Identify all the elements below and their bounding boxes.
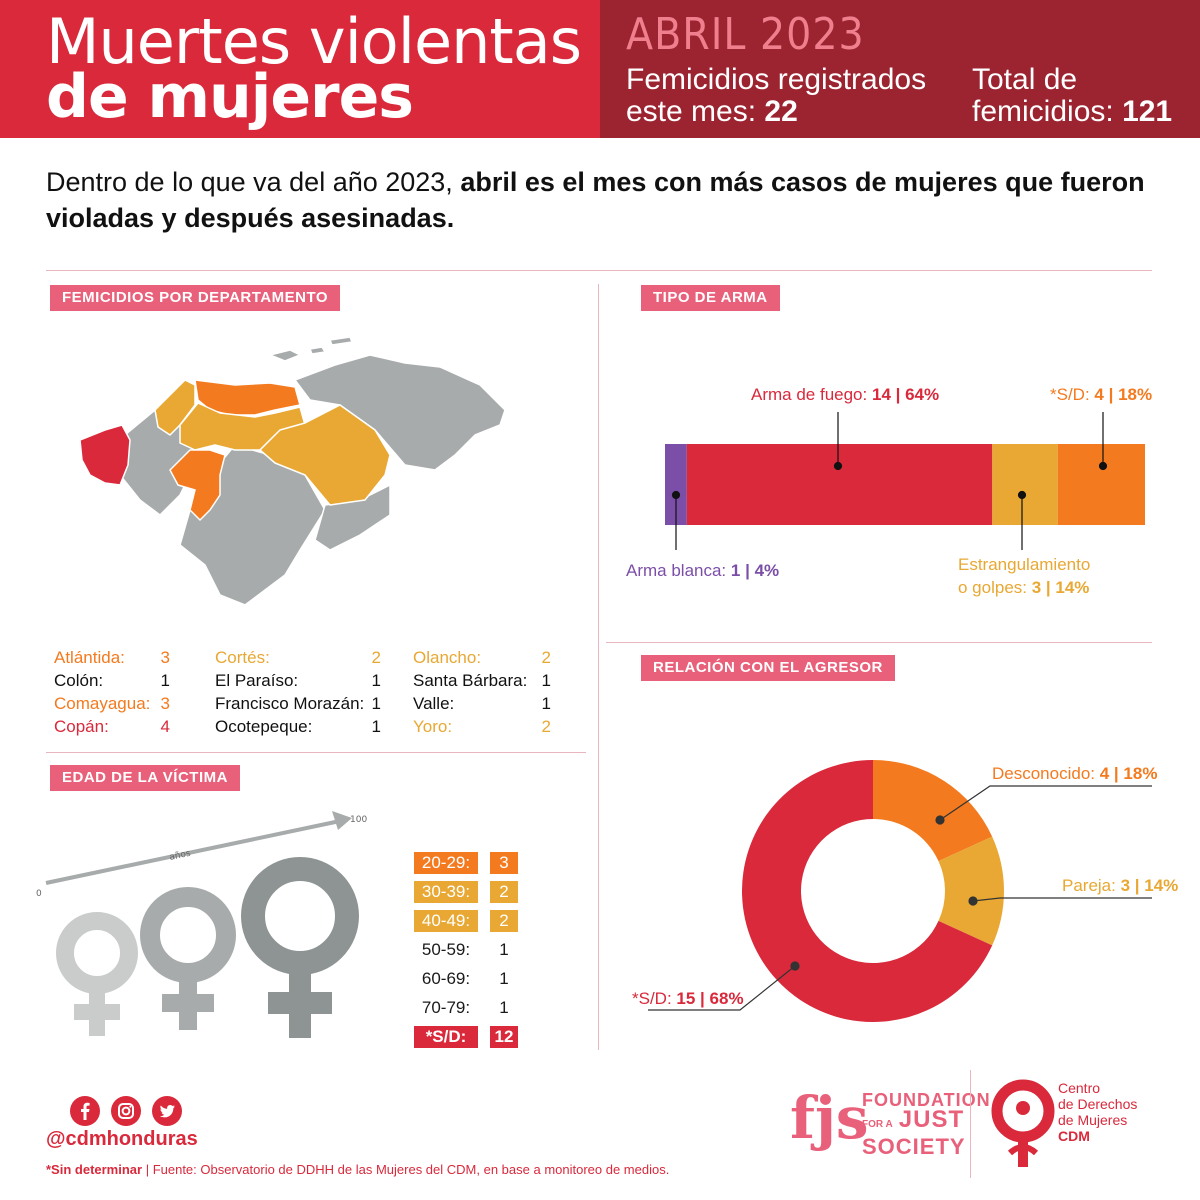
dept-row-valle: Valle: 1 xyxy=(413,694,551,713)
dept-row-yoro: Yoro: 2 xyxy=(413,717,551,736)
dept-row-olancho: Olancho: 2 xyxy=(413,648,551,667)
weapon-bar-segment-1 xyxy=(686,444,993,525)
section-label-departments: FEMICIDIOS POR DEPARTAMENTO xyxy=(50,285,341,311)
dept-row-atlantida: Atlántida: 3 xyxy=(54,648,170,667)
leader-dot-fuego xyxy=(833,461,843,471)
relation-label-sd: *S/D: 15 | 68% xyxy=(632,989,744,1008)
age-illustration: 0 100 años xyxy=(36,811,367,1038)
section-label-relation: RELACIÓN CON EL AGRESOR xyxy=(641,655,895,681)
fjs-logo-mark: fjs xyxy=(790,1084,869,1152)
honduras-map xyxy=(79,336,506,606)
venus-icon-large xyxy=(241,857,359,1038)
fjs-logo-text: FOUNDATION FOR A JUST SOCIETY xyxy=(862,1090,991,1159)
section-label-age: EDAD DE LA VÍCTIMA xyxy=(50,765,240,791)
dept-row-ocotepeque: Ocotepeque: 1 xyxy=(215,717,381,736)
footnote: *Sin determinar | Fuente: Observatorio d… xyxy=(46,1162,670,1177)
map-region-comayagua xyxy=(169,449,226,521)
weapon-label-fuego: Arma de fuego: 14 | 64% xyxy=(751,385,940,404)
leader-dot-desconocido xyxy=(935,815,945,825)
header-title-panel xyxy=(0,0,600,138)
divider-right-middle xyxy=(606,642,1152,643)
divider-top xyxy=(46,270,1152,271)
divider-left-middle xyxy=(46,752,586,753)
dept-row-cortes: Cortés: 2 xyxy=(215,648,381,667)
dept-column-3: Olancho: 2 Santa Bárbara: 1 Valle: 1 Yoro: 2 xyxy=(413,646,551,738)
relation-chart xyxy=(648,760,1152,1022)
leader-line-sd xyxy=(648,965,796,1011)
month-femicides-stat: Femicidios registrados este mes: 22 xyxy=(626,63,927,128)
intro-text: Dentro de lo que va del año 2023, abril … xyxy=(46,167,1145,233)
cdm-logo-text: Centro de Derechos de Mujeres CDM xyxy=(1058,1080,1138,1144)
divider-vertical xyxy=(598,284,599,1050)
weapon-bar-segment-0 xyxy=(665,444,687,525)
map-region-copan xyxy=(79,424,131,486)
venus-icon-small xyxy=(56,912,138,1036)
leader-line-desconocido xyxy=(939,785,1152,821)
month-femicides-count: 22 xyxy=(764,95,798,128)
relation-slice-1 xyxy=(938,836,1004,946)
logo-divider xyxy=(970,1070,971,1178)
age-axis-end: 100 xyxy=(350,815,367,825)
age-axis-start: 0 xyxy=(36,889,42,899)
dept-column-2: Cortés: 2 El Paraíso: 1 Francisco Morazán:… xyxy=(215,646,381,738)
dept-row-santa-barbara: Santa Bárbara: 1 xyxy=(413,671,551,690)
venus-icon-medium xyxy=(140,887,236,1030)
map-region-islands xyxy=(269,336,353,362)
map-region-cortes xyxy=(154,379,196,436)
relation-slice-0 xyxy=(873,760,993,862)
social-handle[interactable]: @cdmhonduras xyxy=(46,1128,198,1150)
cdm-logo-icon xyxy=(991,1079,1055,1167)
dept-row-el-paraiso: El Paraíso: 1 xyxy=(215,671,381,690)
relation-slice-2 xyxy=(742,760,993,1022)
map-region-olancho xyxy=(259,404,391,506)
leader-dot-estr xyxy=(1017,490,1027,500)
leader-dot-sd xyxy=(790,961,800,971)
header-stats-panel xyxy=(600,0,1200,138)
section-label-weapon: TIPO DE ARMA xyxy=(641,285,780,311)
age-axis-arrow xyxy=(45,819,341,885)
twitter-icon[interactable] xyxy=(152,1096,182,1126)
weapon-label-estrangulamiento: Estrangulamiento o golpes: 3 | 14% xyxy=(958,555,1091,597)
dept-column-1: Atlántida: 3 Colón: 1 Comayagua: 3 Copán: 4 xyxy=(54,646,170,738)
page-title-line1: Muertes violentas xyxy=(46,5,582,78)
instagram-icon[interactable] xyxy=(111,1096,141,1126)
leader-dot-blanca xyxy=(671,490,681,500)
dept-row-comayagua: Comayagua: 3 xyxy=(54,694,170,713)
weapon-bar-segment-3 xyxy=(1057,444,1145,525)
dept-row-francisco-morazan: Francisco Morazán: 1 xyxy=(215,694,381,713)
weapon-chart xyxy=(665,412,1145,550)
weapon-label-blanca: Arma blanca: 1 | 4% xyxy=(626,561,780,580)
relation-label-pareja: Pareja: 3 | 14% xyxy=(1062,876,1179,895)
relation-label-desconocido: Desconocido: 4 | 18% xyxy=(992,764,1158,783)
leader-dot-pareja xyxy=(968,896,978,906)
facebook-icon[interactable] xyxy=(70,1096,100,1126)
page-title-line2: de mujeres xyxy=(46,62,414,132)
leader-dot-sd xyxy=(1098,461,1108,471)
weapon-label-sd: *S/D: 4 | 18% xyxy=(1050,385,1153,404)
total-femicides-stat: Total de femicidios: 121 xyxy=(972,63,1173,128)
age-axis-label: años xyxy=(169,849,192,863)
age-axis-arrowhead xyxy=(332,811,352,830)
leader-line-pareja xyxy=(972,897,1152,902)
dept-row-copan: Copán: 4 xyxy=(54,717,170,736)
month-label: ABRIL 2023 xyxy=(626,9,865,60)
weapon-bar-segment-2 xyxy=(992,444,1058,525)
total-femicides-count: 121 xyxy=(1122,95,1173,128)
dept-row-colon: Colón: 1 xyxy=(54,671,170,690)
